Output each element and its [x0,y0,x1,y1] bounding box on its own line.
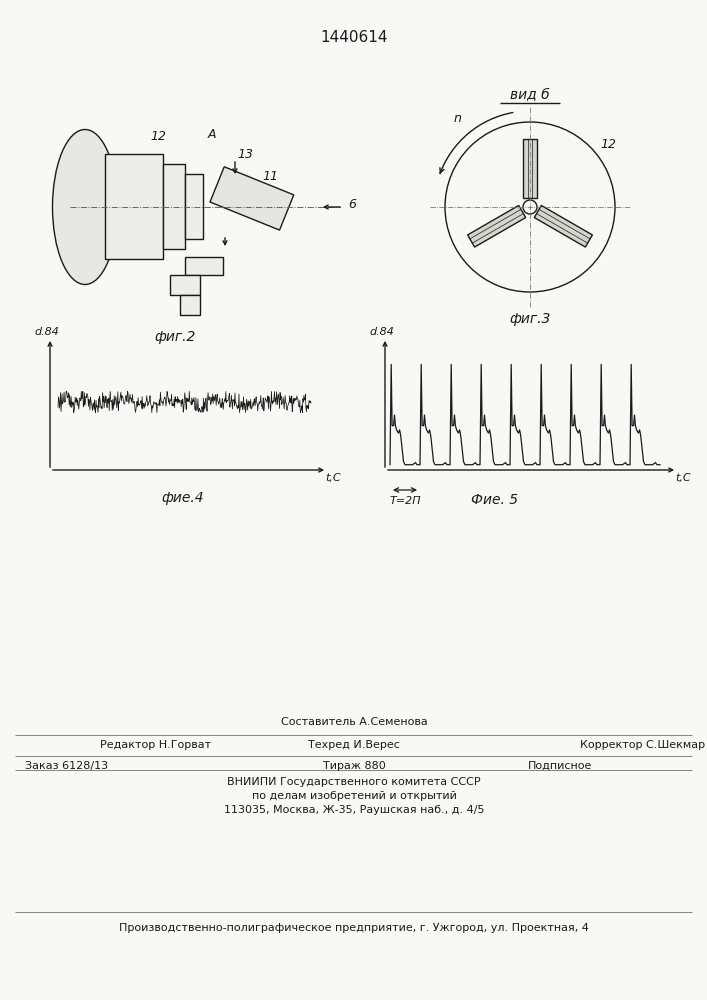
Text: t,C: t,C [325,473,341,483]
Text: 1440614: 1440614 [320,30,387,45]
Text: d.84: d.84 [370,327,395,337]
Polygon shape [467,205,526,247]
Text: Редактор Н.Горват: Редактор Н.Горват [100,740,211,750]
Bar [185,174,203,239]
Bar [185,257,223,275]
Text: t,C: t,C [675,473,691,483]
Text: фиг.3: фиг.3 [509,312,551,326]
Text: Тираж 880: Тираж 880 [322,761,385,771]
Bar [170,275,200,295]
Text: d.84: d.84 [35,327,59,337]
Text: 11: 11 [262,170,278,184]
Text: 13: 13 [237,148,253,161]
Text: Подписное: Подписное [528,761,592,771]
Polygon shape [534,205,592,247]
Text: Заказ 6128/13: Заказ 6128/13 [25,761,108,771]
Text: Производственно-полиграфическое предприятие, г. Ужгород, ул. Проектная, 4: Производственно-полиграфическое предприя… [119,923,589,933]
Text: А: А [208,128,216,141]
Polygon shape [210,167,294,230]
Text: вид б: вид б [510,88,550,102]
Text: 6: 6 [348,198,356,212]
Bar [105,154,163,259]
Text: Составитель А.Семенова: Составитель А.Семенова [281,717,427,727]
Text: ВНИИПИ Государственного комитета СССР: ВНИИПИ Государственного комитета СССР [227,777,481,787]
Text: фиг.2: фиг.2 [154,330,196,344]
Text: 113035, Москва, Ж-35, Раушская наб., д. 4/5: 113035, Москва, Ж-35, Раушская наб., д. … [223,805,484,815]
Text: n: n [453,112,461,125]
Text: фие.4: фие.4 [161,491,204,505]
Text: 12: 12 [150,130,166,143]
Text: Фие. 5: Фие. 5 [472,493,518,507]
Text: по делам изобретений и открытий: по делам изобретений и открытий [252,791,457,801]
Bar [163,164,185,249]
Text: T=2Π: T=2Π [389,496,421,506]
Bar [180,295,200,315]
Text: Корректор С.Шекмар: Корректор С.Шекмар [580,740,705,750]
Ellipse shape [52,129,117,284]
Polygon shape [523,139,537,198]
Text: Техред И.Верес: Техред И.Верес [308,740,400,750]
Text: 12: 12 [600,138,616,151]
